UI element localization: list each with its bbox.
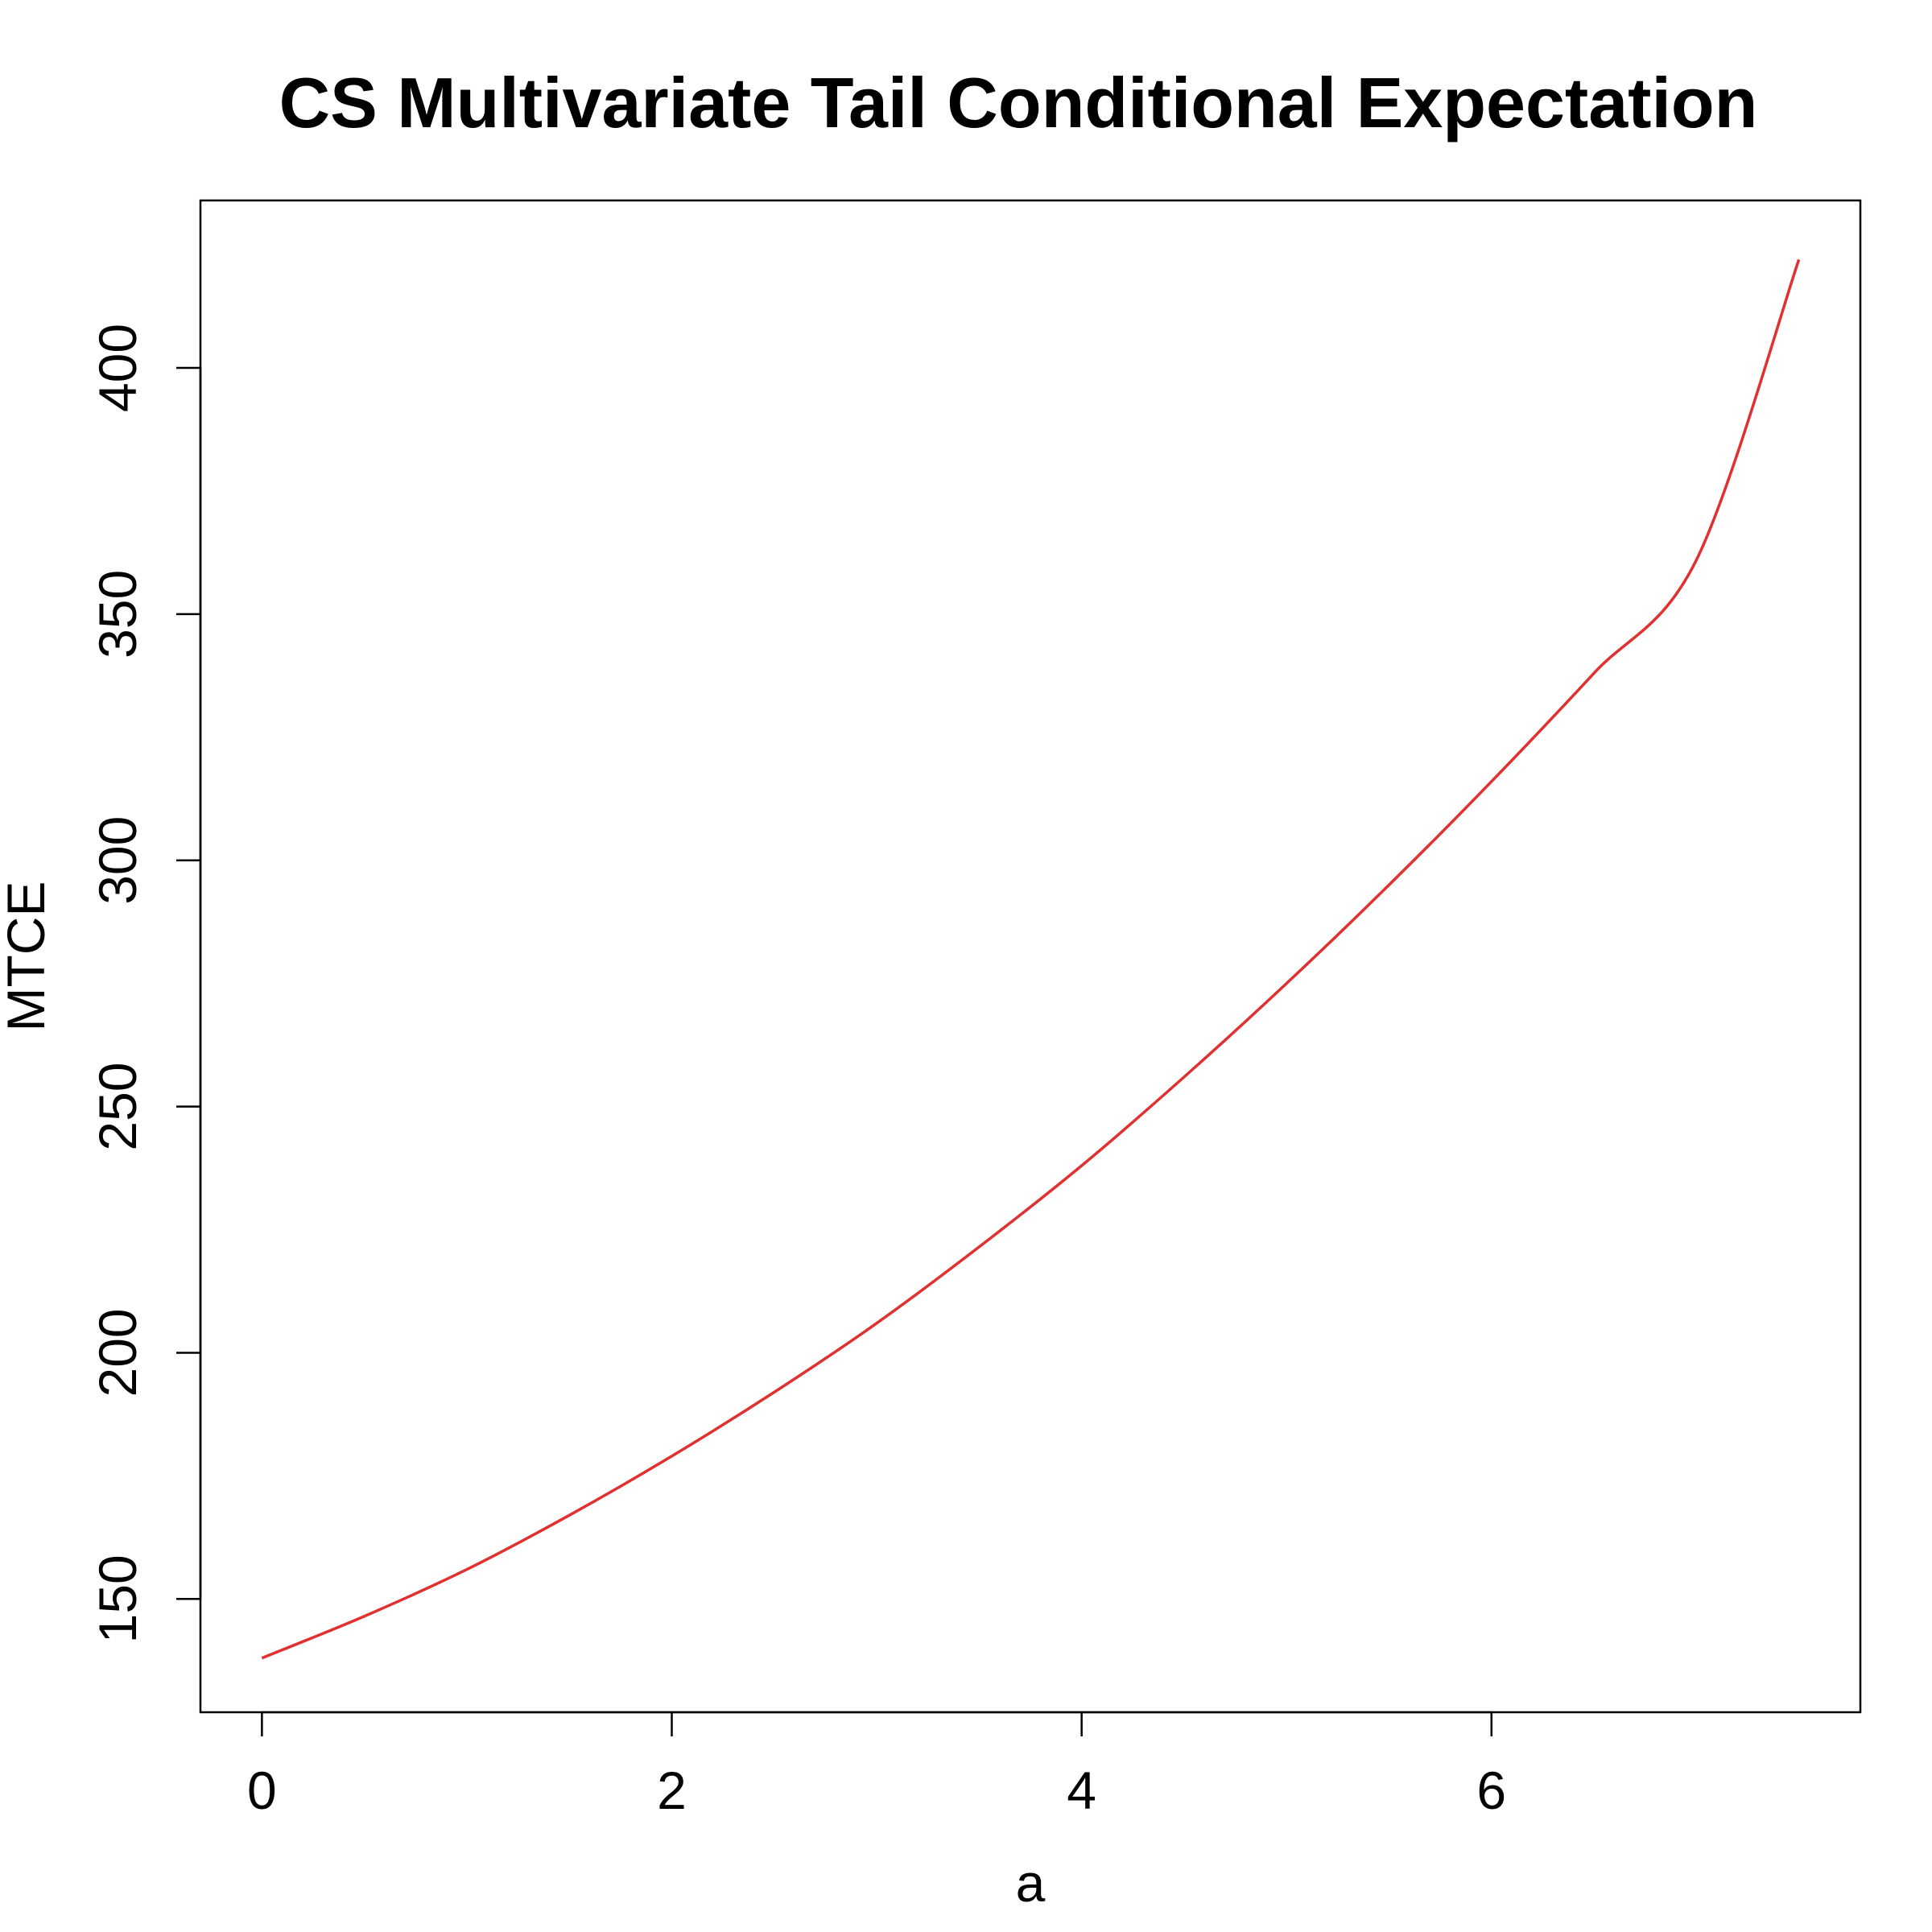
series-layer <box>261 258 1801 1660</box>
series-line <box>261 258 1801 1660</box>
x-tick-label: 6 <box>1476 1761 1506 1820</box>
x-axis-label: a <box>1016 1853 1046 1913</box>
y-tick-label: 150 <box>88 1554 147 1643</box>
y-axis-label: MTCE <box>0 881 56 1032</box>
chart-title: CS Multivariate Tail Conditional Expecta… <box>279 63 1758 142</box>
y-tick-label: 400 <box>88 324 147 412</box>
y-axis: 150 200 250 300 350 400 <box>88 324 202 1643</box>
y-tick-label: 250 <box>88 1063 147 1151</box>
x-tick-label: 2 <box>657 1761 687 1820</box>
plot-frame <box>199 199 1862 1714</box>
y-tick-label: 350 <box>88 570 147 658</box>
x-tick-label: 4 <box>1067 1761 1096 1820</box>
y-tick-label: 200 <box>88 1308 147 1397</box>
x-tick-label: 0 <box>247 1761 277 1820</box>
y-tick-label: 300 <box>88 816 147 905</box>
x-axis: 0 2 4 6 <box>247 1711 1506 1820</box>
